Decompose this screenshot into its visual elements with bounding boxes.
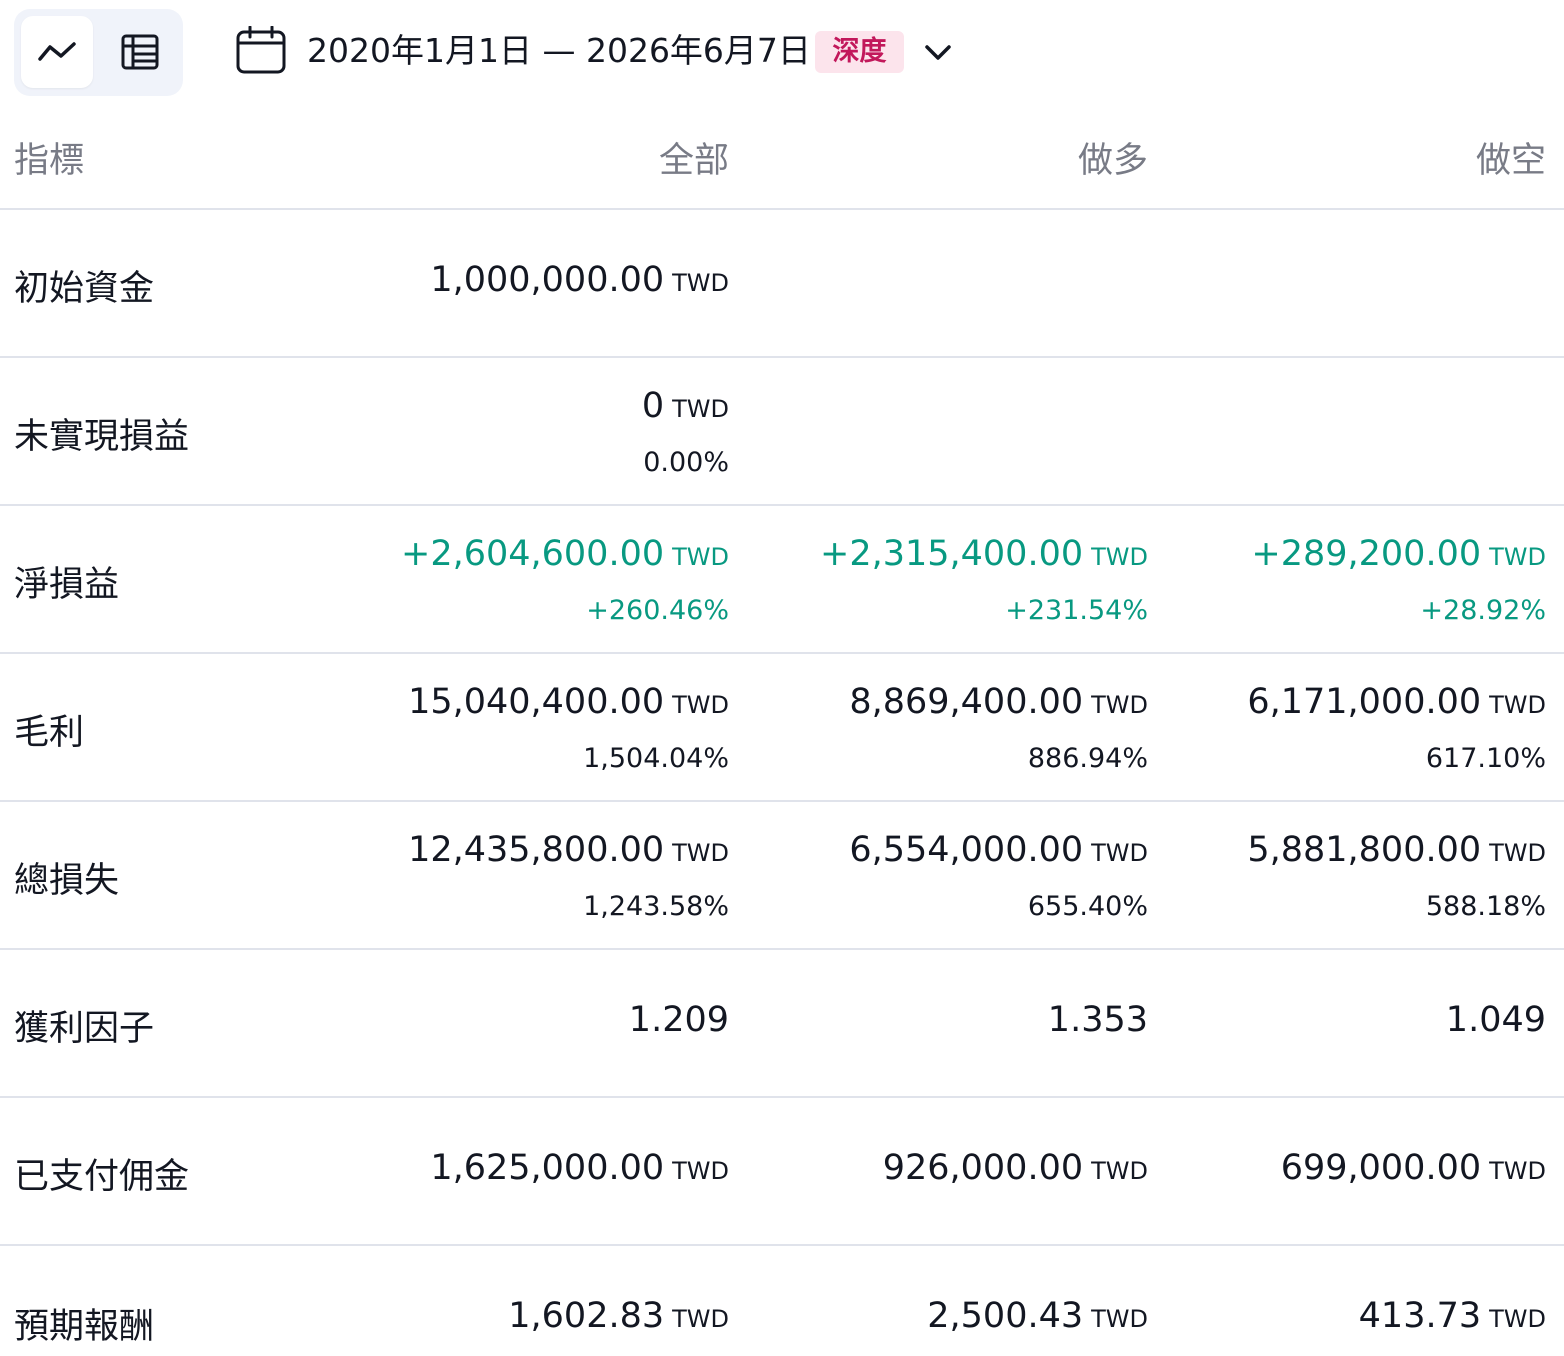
table-row: 已支付佣金 1,625,000.00 TWD 926,000.00 TWD 699,… [0, 1098, 1564, 1246]
row-label: 已支付佣金 [14, 1157, 190, 1197]
cell-long: 6,554,000.00 TWD 655.40% [849, 828, 1148, 925]
cell-long: 8,869,400.00 TWD 886.94% [849, 680, 1148, 777]
table-row: 初始資金 1,000,000.00 TWD [0, 210, 1564, 358]
cell-all: 1,602.83 TWD [508, 1294, 729, 1341]
percent: 655.40% [1027, 891, 1148, 922]
cell-all: 0 TWD 0.00% [642, 384, 729, 481]
value: 1.049 [1445, 1000, 1546, 1040]
cell-short: 5,881,800.00 TWD 588.18% [1247, 828, 1546, 925]
cell-short: 1.049 [1446, 998, 1546, 1042]
view-toggle [14, 9, 183, 96]
header-short[interactable]: 做空 [1475, 141, 1546, 181]
unit: TWD [1091, 1157, 1148, 1185]
percent: 0.00% [643, 447, 729, 478]
percent: +231.54% [1005, 595, 1148, 626]
cell-long: 926,000.00 TWD [883, 1146, 1148, 1193]
value: 8,869,400.00 [849, 682, 1084, 722]
unit: TWD [672, 839, 729, 867]
cell-all: +2,604,600.00 TWD +260.46% [401, 532, 729, 629]
cell-long: 2,500.43 TWD [927, 1294, 1148, 1341]
percent: +260.46% [586, 595, 729, 626]
table-row: 總損失 12,435,800.00 TWD 1,243.58% 6,554,000… [0, 802, 1564, 950]
percent: 1,504.04% [583, 743, 729, 774]
cell-long: +2,315,400.00 TWD +231.54% [820, 532, 1148, 629]
row-label: 淨損益 [14, 565, 120, 605]
table-row: 未實現損益 0 TWD 0.00% [0, 358, 1564, 506]
toolbar: 2020年1月1日 — 2026年6月7日 深度 [0, 0, 1564, 104]
percent: 588.18% [1425, 891, 1546, 922]
value: +2,604,600.00 [401, 534, 665, 574]
unit: TWD [1489, 691, 1546, 719]
row-label: 初始資金 [14, 269, 155, 309]
value: 1.353 [1047, 1000, 1148, 1040]
value: 2,500.43 [927, 1296, 1084, 1336]
unit: TWD [672, 1305, 729, 1333]
value: 6,171,000.00 [1247, 682, 1482, 722]
cell-all: 1,625,000.00 TWD [430, 1146, 729, 1193]
table-row: 預期報酬 1,602.83 TWD 2,500.43 TWD 413.73 TWD [0, 1246, 1564, 1356]
value: 1,602.83 [508, 1296, 665, 1336]
cell-short: +289,200.00 TWD +28.92% [1251, 532, 1546, 629]
value: +289,200.00 [1251, 534, 1482, 574]
unit: TWD [1091, 691, 1148, 719]
calendar-icon[interactable] [236, 26, 286, 74]
unit: TWD [672, 1157, 729, 1185]
value: 5,881,800.00 [1247, 830, 1482, 870]
cell-all: 1,000,000.00 TWD [430, 258, 729, 305]
value: 926,000.00 [882, 1148, 1084, 1188]
unit: TWD [1091, 1305, 1148, 1333]
table-header: 指標 全部 做多 做空 [0, 104, 1564, 210]
value: 15,040,400.00 [408, 682, 665, 722]
value: 6,554,000.00 [849, 830, 1084, 870]
value: 1.209 [628, 1000, 729, 1040]
unit: TWD [1091, 839, 1148, 867]
value: 413.73 [1358, 1296, 1482, 1336]
value: 12,435,800.00 [408, 830, 665, 870]
unit: TWD [1489, 543, 1546, 571]
chart-line-icon [38, 42, 76, 61]
percent: +28.92% [1420, 595, 1546, 626]
unit: TWD [1091, 543, 1148, 571]
unit: TWD [1489, 1305, 1546, 1333]
value: 1,625,000.00 [430, 1148, 665, 1188]
cell-short: 699,000.00 TWD [1281, 1146, 1546, 1193]
row-label: 預期報酬 [14, 1307, 155, 1347]
cell-all: 12,435,800.00 TWD 1,243.58% [408, 828, 729, 925]
table-view-button[interactable] [104, 16, 176, 88]
percent: 1,243.58% [583, 891, 729, 922]
value: 1,000,000.00 [430, 260, 665, 300]
header-metric[interactable]: 指標 [14, 141, 85, 181]
row-label: 獲利因子 [14, 1009, 155, 1049]
unit: TWD [672, 691, 729, 719]
row-label: 總損失 [14, 861, 120, 901]
header-long[interactable]: 做多 [1077, 141, 1148, 181]
unit: TWD [1489, 839, 1546, 867]
table-row: 獲利因子 1.209 1.353 1.049 [0, 950, 1564, 1098]
row-label: 毛利 [14, 713, 85, 753]
unit: TWD [672, 269, 729, 297]
cell-all: 1.209 [629, 998, 729, 1042]
unit: TWD [672, 543, 729, 571]
chevron-down-icon[interactable] [921, 36, 955, 70]
chart-view-button[interactable] [21, 16, 93, 88]
cell-short: 413.73 TWD [1359, 1294, 1546, 1341]
row-label: 未實現損益 [14, 417, 190, 457]
header-all[interactable]: 全部 [658, 141, 729, 181]
unit: TWD [1489, 1157, 1546, 1185]
date-range[interactable]: 2020年1月1日 — 2026年6月7日 [307, 31, 811, 70]
table-icon [121, 34, 159, 70]
table-row: 淨損益 +2,604,600.00 TWD +260.46% +2,315,400… [0, 506, 1564, 654]
table-row: 毛利 15,040,400.00 TWD 1,504.04% 8,869,400.… [0, 654, 1564, 802]
cell-short: 6,171,000.00 TWD 617.10% [1247, 680, 1546, 777]
value: +2,315,400.00 [820, 534, 1084, 574]
percent: 886.94% [1027, 743, 1148, 774]
depth-badge: 深度 [815, 31, 904, 73]
percent: 617.10% [1425, 743, 1546, 774]
cell-long: 1.353 [1048, 998, 1148, 1042]
value: 0 [641, 386, 665, 426]
unit: TWD [672, 395, 729, 423]
cell-all: 15,040,400.00 TWD 1,504.04% [408, 680, 729, 777]
value: 699,000.00 [1280, 1148, 1482, 1188]
